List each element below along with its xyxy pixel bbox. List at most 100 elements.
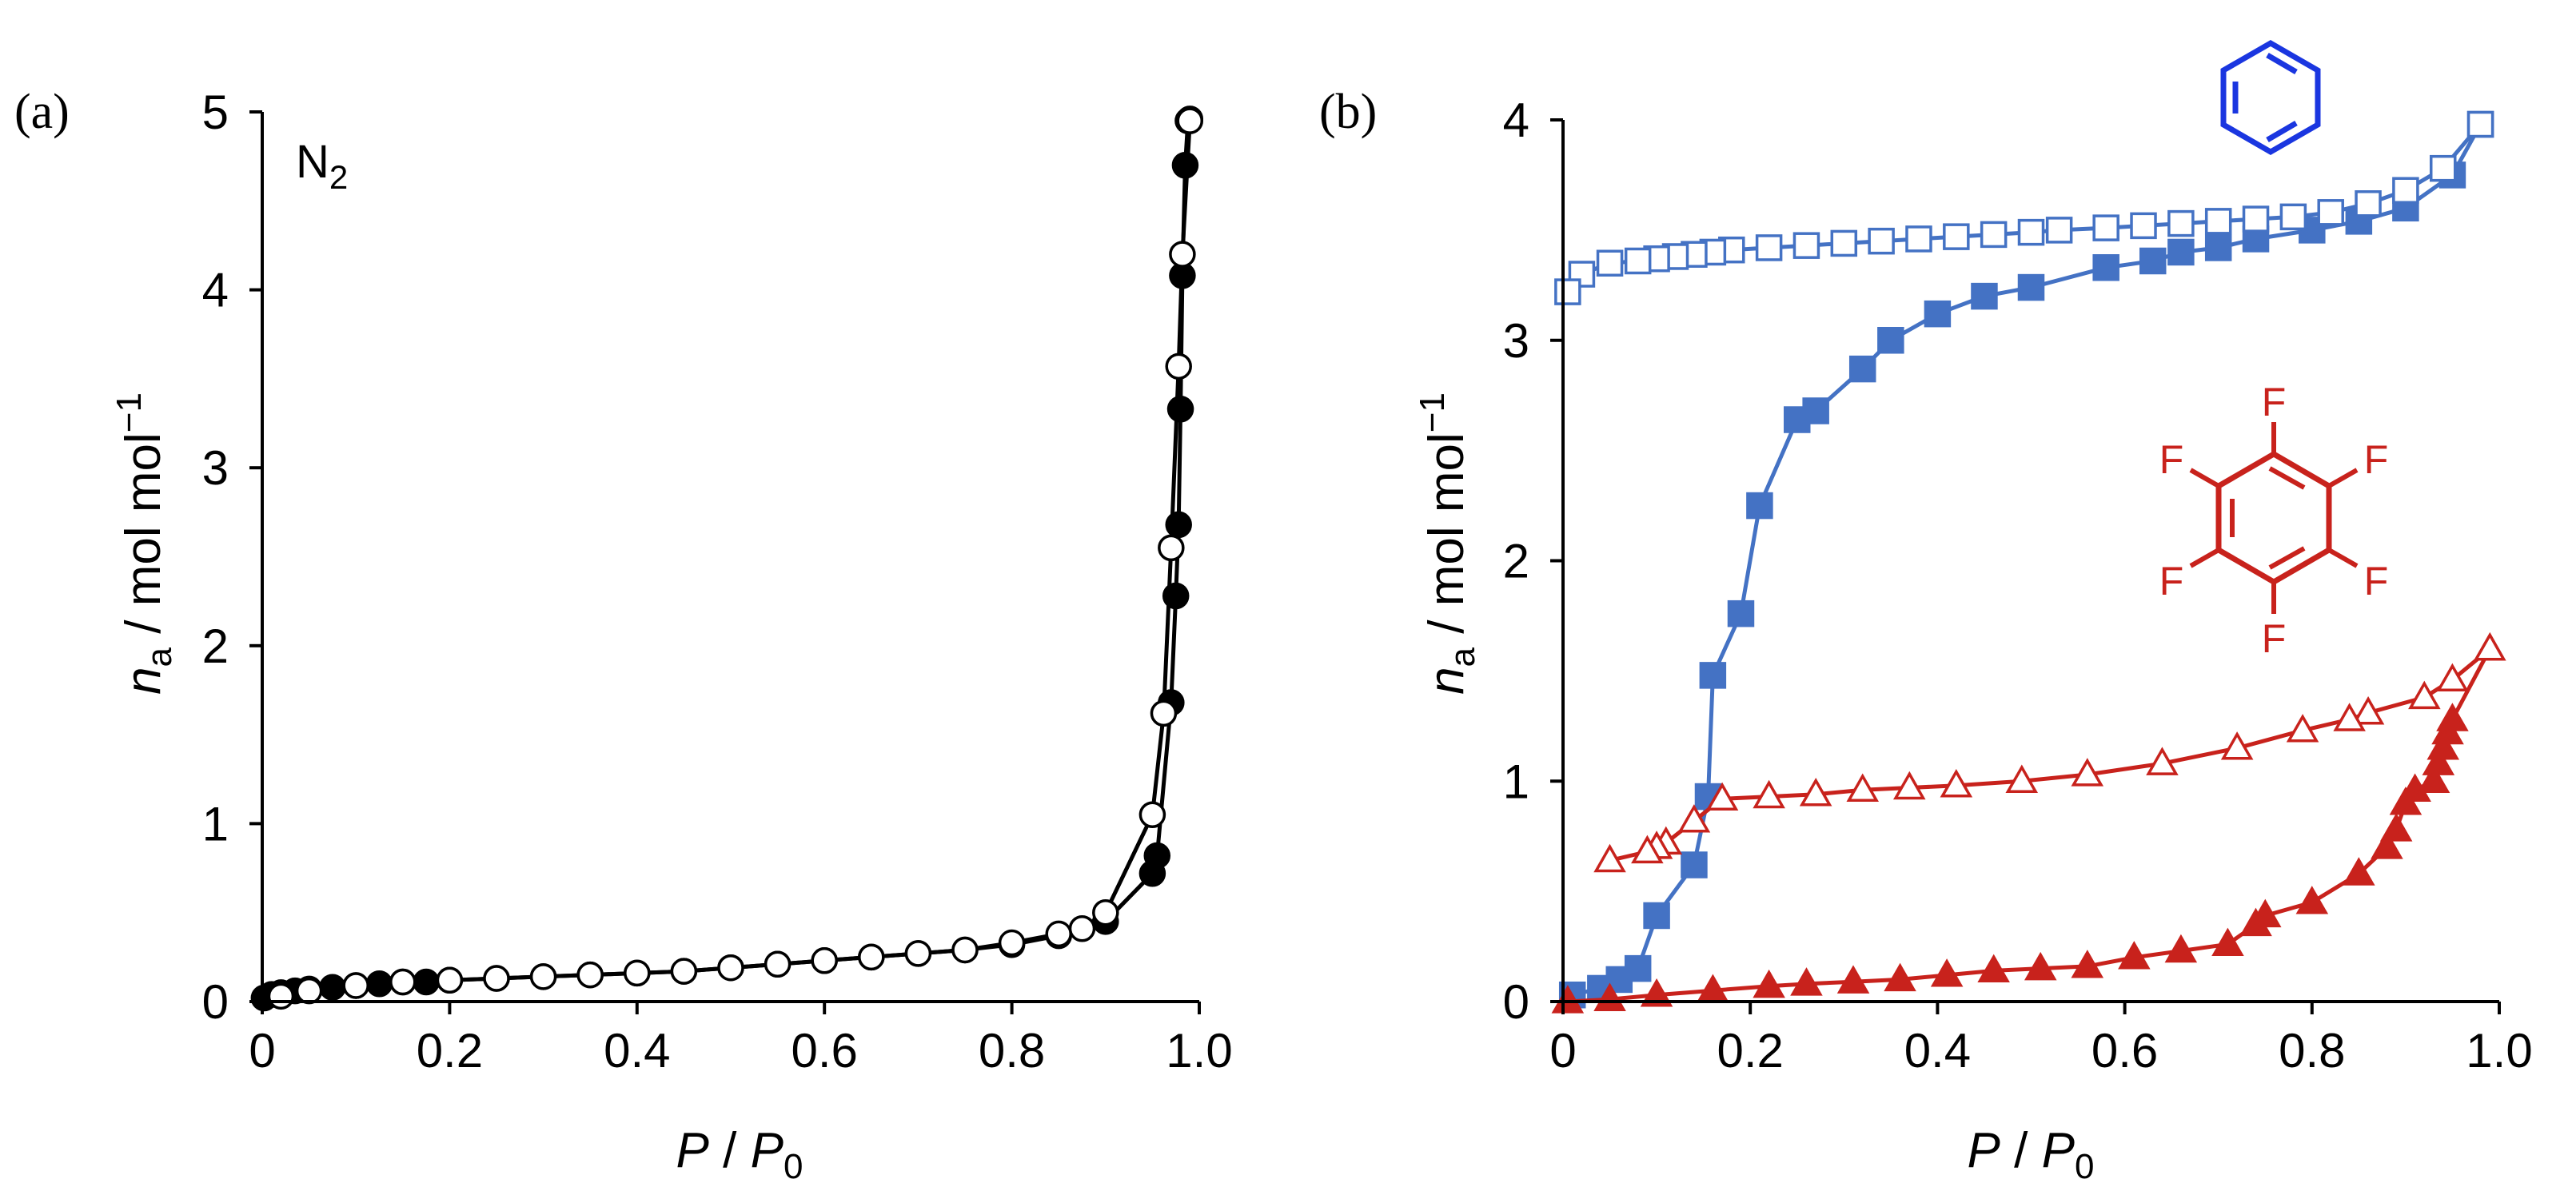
data-point	[2139, 247, 2167, 275]
data-point	[1705, 782, 1739, 811]
data-point	[483, 965, 510, 992]
data-point	[1596, 249, 1624, 277]
series-line	[1609, 647, 2491, 862]
data-point	[1143, 842, 1171, 870]
data-point	[2146, 747, 2179, 775]
data-point	[1746, 492, 1773, 520]
a-x-tick-label: 0.6	[791, 1024, 857, 1077]
data-point	[811, 947, 838, 974]
data-point	[2211, 927, 2244, 956]
data-point	[1971, 282, 1998, 310]
data-point	[717, 954, 744, 982]
a-y-tick-label: 2	[202, 619, 229, 673]
data-point	[1554, 278, 1581, 305]
data-point	[2242, 205, 2270, 233]
data-point	[670, 958, 698, 985]
f-label-top-left: F	[2159, 437, 2184, 482]
data-point	[2045, 217, 2073, 244]
a-y-tick-label: 3	[202, 441, 229, 495]
data-point	[1681, 851, 1708, 878]
data-point	[2379, 813, 2413, 842]
series-line	[280, 120, 1192, 998]
data-point	[2248, 898, 2282, 928]
data-point	[998, 929, 1026, 957]
data-point	[1905, 225, 1932, 253]
data-point	[1836, 965, 1870, 994]
a-x-tick-label: 0.2	[417, 1024, 483, 1077]
f-label-top: F	[2262, 380, 2287, 424]
data-point	[1165, 353, 1192, 380]
data-point	[858, 943, 885, 971]
data-point	[2005, 764, 2039, 793]
data-point	[1753, 779, 1785, 809]
data-point	[2392, 177, 2419, 204]
data-point	[576, 961, 604, 989]
data-point	[1940, 768, 1973, 798]
a-x-tick-label: 0.4	[604, 1024, 670, 1077]
data-point	[1943, 223, 1970, 250]
data-point	[2429, 154, 2457, 182]
a-series-n2-desorption	[267, 107, 1204, 1010]
b-series-benzene-adsorption	[1558, 110, 2494, 1009]
f-label-bottom-left: F	[2159, 559, 2184, 603]
b-y-tick-label: 0	[1503, 975, 1529, 1029]
b-y-tick-label: 1	[1503, 755, 1529, 808]
data-point	[2351, 695, 2385, 725]
a-y-tick-label: 4	[202, 264, 229, 317]
data-point	[1677, 804, 1711, 833]
a-x-tick-label: 0	[249, 1024, 275, 1077]
data-point	[1892, 771, 1926, 800]
data-point	[1138, 801, 1166, 829]
data-point	[1727, 599, 1755, 627]
data-point	[342, 972, 369, 999]
data-point	[2167, 209, 2195, 237]
data-point	[1068, 914, 1096, 942]
data-point	[2279, 203, 2307, 231]
data-point	[1877, 327, 1904, 354]
panel-a-chart: (a) N2 0 0.2 0.4 0.6 0.8 1.0 0 1 2 3 4 5 na / mol m…	[14, 85, 1233, 1186]
data-point	[1699, 662, 1727, 689]
data-point	[2071, 758, 2104, 787]
b-series-benzene-desorption	[1554, 110, 2494, 305]
data-point	[1848, 355, 1876, 383]
a-series-n2-adsorption	[250, 106, 1204, 1012]
data-point	[1980, 221, 2008, 249]
f-label-bottom: F	[2262, 616, 2287, 661]
f-label-bottom-right: F	[2364, 559, 2389, 603]
data-point	[2204, 234, 2232, 261]
data-point	[1930, 958, 1964, 987]
panel-b-chart: (b) 0 0.2 0.4 0.6 0.8 1.0 0 1 2 3 4 na / mol mol−1…	[1319, 39, 2533, 1186]
data-point	[1640, 978, 1673, 1007]
data-point	[1158, 534, 1185, 562]
data-point	[1868, 227, 1895, 255]
panel-a-label: (a)	[14, 85, 70, 139]
data-point	[2473, 631, 2506, 661]
data-point	[1624, 247, 1652, 275]
data-point	[1643, 902, 1670, 930]
data-point	[2204, 208, 2232, 235]
data-point	[389, 968, 417, 996]
data-point	[2220, 731, 2254, 760]
data-point	[1755, 234, 1783, 261]
data-point	[1802, 397, 1829, 424]
data-point	[1830, 229, 1858, 257]
b-x-tick-label: 0	[1549, 1024, 1576, 1077]
data-point	[2017, 273, 2045, 301]
data-point	[1593, 843, 1626, 873]
data-point	[295, 977, 323, 1005]
data-point	[1884, 962, 1916, 992]
data-point	[1045, 920, 1072, 948]
data-point	[2417, 764, 2450, 793]
data-point	[1977, 954, 2010, 983]
data-point	[1150, 699, 1178, 727]
b-y-tick-label: 2	[1503, 535, 1529, 588]
data-point	[1631, 835, 1664, 864]
b-y-tick-label: 3	[1503, 314, 1529, 368]
data-point	[267, 982, 295, 1010]
b-series-hexafluorobenzene-adsorption	[1551, 631, 2506, 1014]
data-point	[1799, 777, 1832, 807]
a-x-tick-label: 1.0	[1166, 1024, 1232, 1077]
data-point	[2071, 950, 2104, 978]
panel-b-x-axis-title: P / P0	[1968, 1123, 2095, 1186]
